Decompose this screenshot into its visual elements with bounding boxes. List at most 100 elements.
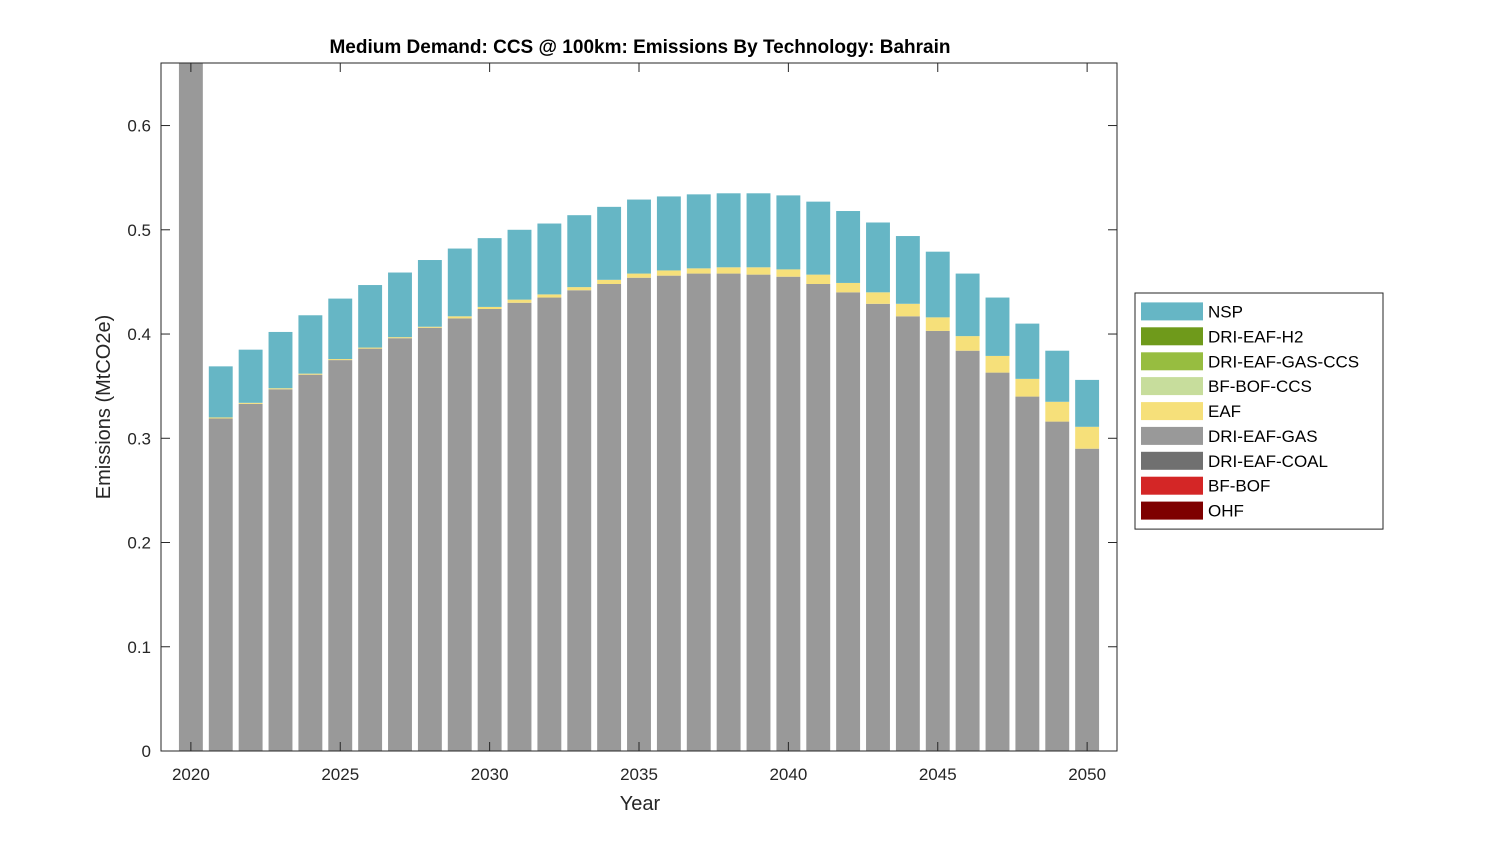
x-tick-label: 2020 xyxy=(172,765,210,784)
legend-label-dri-eaf-gas-ccs: DRI-EAF-GAS-CCS xyxy=(1208,352,1359,371)
bar-eaf-2038 xyxy=(716,267,741,274)
x-axis-label: Year xyxy=(620,793,661,815)
bar-dri-eaf-gas-2050 xyxy=(1075,448,1100,751)
bar-eaf-2037 xyxy=(686,268,711,274)
y-axis-label: Emissions (MtCO2e) xyxy=(93,315,115,499)
bar-eaf-2045 xyxy=(925,317,950,331)
bar-dri-eaf-gas-2046 xyxy=(955,350,980,751)
bar-dri-eaf-gas-2036 xyxy=(656,275,681,751)
bar-nsp-2033 xyxy=(567,215,592,288)
bar-nsp-2048 xyxy=(1015,323,1040,379)
legend-swatch-dri-eaf-gas xyxy=(1141,426,1203,445)
bar-nsp-2025 xyxy=(328,298,353,360)
bar-eaf-2047 xyxy=(985,355,1010,373)
legend-swatch-dri-eaf-gas-ccs xyxy=(1141,352,1203,371)
bar-eaf-2039 xyxy=(746,267,771,275)
legend-swatch-ohf xyxy=(1141,501,1203,520)
y-tick-label: 0.2 xyxy=(127,534,151,553)
bar-eaf-2025 xyxy=(328,359,353,361)
y-tick-label: 0.1 xyxy=(127,638,151,657)
axis-ticks: 2020 2025 2030 2035 2040 2045 2050 0 0.1 0.2 0.3 0.… xyxy=(127,63,1117,784)
bar-dri-eaf-gas-2042 xyxy=(836,292,861,751)
x-tick-label: 2040 xyxy=(769,765,807,784)
bar-nsp-2041 xyxy=(806,201,831,275)
legend-label-dri-eaf-coal: DRI-EAF-COAL xyxy=(1208,452,1328,471)
bar-dri-eaf-gas-2048 xyxy=(1015,396,1040,751)
bar-eaf-2041 xyxy=(806,274,831,284)
bar-nsp-2045 xyxy=(925,251,950,318)
bar-nsp-2042 xyxy=(836,211,861,283)
y-tick-label: 0 xyxy=(142,742,151,761)
legend-label-bf-bof-ccs: BF-BOF-CCS xyxy=(1208,377,1312,396)
bar-dri-eaf-gas-2049 xyxy=(1045,421,1070,751)
bar-nsp-2037 xyxy=(686,194,711,269)
bar-eaf-2036 xyxy=(656,270,681,276)
bar-dri-eaf-gas-2032 xyxy=(537,297,562,751)
legend-label-nsp: NSP xyxy=(1208,302,1243,321)
legend-label-dri-eaf-h2: DRI-EAF-H2 xyxy=(1208,327,1303,346)
bar-dri-eaf-gas-2047 xyxy=(985,372,1010,751)
bar-nsp-2031 xyxy=(507,229,532,300)
bar-eaf-2022 xyxy=(238,402,263,404)
bar-dri-eaf-gas-2038 xyxy=(716,273,741,751)
legend-swatch-bf-bof xyxy=(1141,476,1203,495)
x-tick-label: 2030 xyxy=(471,765,509,784)
bar-dri-eaf-gas-2028 xyxy=(417,327,442,751)
bar-dri-eaf-gas-2021 xyxy=(208,418,233,751)
bar-eaf-2043 xyxy=(866,292,890,304)
legend-label-eaf: EAF xyxy=(1208,402,1241,421)
bar-eaf-2028 xyxy=(417,326,442,328)
bar-dri-eaf-gas-2022 xyxy=(238,403,263,751)
bar-dri-eaf-gas-2040 xyxy=(776,276,801,751)
bar-nsp-2040 xyxy=(776,195,801,270)
x-tick-label: 2050 xyxy=(1068,765,1106,784)
bar-eaf-2024 xyxy=(298,373,323,375)
bar-dri-eaf-gas-2031 xyxy=(507,302,532,751)
legend-swatch-nsp xyxy=(1141,302,1203,321)
bar-nsp-2023 xyxy=(268,331,293,389)
bar-dri-eaf-gas-2039 xyxy=(746,274,771,751)
bar-nsp-2029 xyxy=(447,248,472,317)
bar-eaf-2031 xyxy=(507,299,532,303)
bar-nsp-2034 xyxy=(597,206,622,280)
bar-nsp-2028 xyxy=(417,260,442,327)
y-tick-label: 0.3 xyxy=(127,429,151,448)
legend-swatch-eaf xyxy=(1141,402,1203,421)
bar-eaf-2033 xyxy=(567,287,592,291)
bar-layer xyxy=(178,63,1100,751)
bar-nsp-2026 xyxy=(358,285,383,348)
bar-eaf-2042 xyxy=(836,282,861,293)
bar-nsp-2047 xyxy=(985,297,1010,356)
bar-eaf-2044 xyxy=(895,303,920,317)
bar-eaf-2021 xyxy=(208,417,233,419)
bar-eaf-2030 xyxy=(477,306,502,310)
bar-dri-eaf-gas-2041 xyxy=(806,283,831,751)
legend-swatch-dri-eaf-coal xyxy=(1141,451,1203,470)
legend: NSP DRI-EAF-H2 DRI-EAF-GAS-CCS BF-BOF-CCS EA… xyxy=(1134,292,1384,530)
x-tick-label: 2025 xyxy=(321,765,359,784)
bar-eaf-2023 xyxy=(268,388,293,390)
bar-eaf-2032 xyxy=(537,294,562,298)
bar-eaf-2026 xyxy=(358,347,383,349)
bar-nsp-2046 xyxy=(955,273,980,337)
bar-dri-eaf-gas-2034 xyxy=(597,283,622,751)
y-tick-label: 0.4 xyxy=(127,325,151,344)
legend-label-ohf: OHF xyxy=(1208,502,1244,521)
bar-dri-eaf-gas-2035 xyxy=(627,277,651,751)
bar-nsp-2050 xyxy=(1075,379,1100,427)
bar-nsp-2039 xyxy=(746,193,771,268)
bar-eaf-2046 xyxy=(955,336,980,351)
legend-label-bf-bof: BF-BOF xyxy=(1208,477,1270,496)
bar-dri-eaf-gas-2030 xyxy=(477,309,502,751)
x-tick-label: 2035 xyxy=(620,765,658,784)
bar-nsp-2049 xyxy=(1045,350,1070,402)
y-tick-label: 0.6 xyxy=(127,117,151,136)
bar-dri-eaf-gas-2045 xyxy=(925,330,950,751)
bar-dri-eaf-gas-2025 xyxy=(328,360,353,751)
bar-eaf-2034 xyxy=(597,279,622,284)
bar-eaf-2027 xyxy=(388,337,412,339)
bar-nsp-2043 xyxy=(866,222,890,293)
bar-nsp-2024 xyxy=(298,315,323,374)
bar-nsp-2030 xyxy=(477,238,502,307)
